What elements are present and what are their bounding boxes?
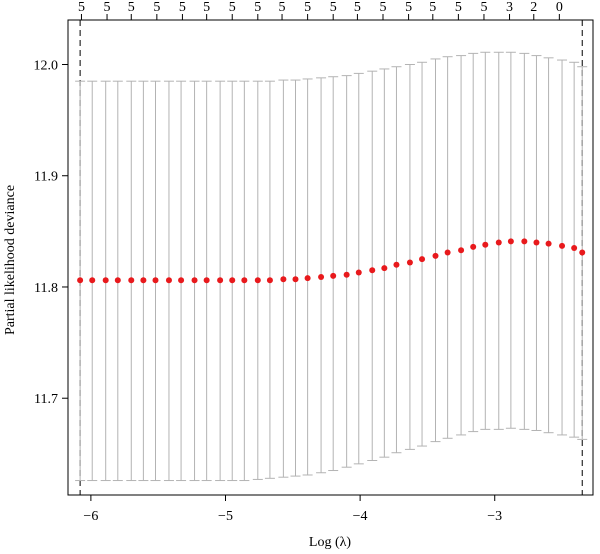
data-point-8 <box>178 277 185 284</box>
top-tick-label-19: 0 <box>556 0 563 15</box>
x-tick-label-3: −3 <box>487 509 502 524</box>
top-tick-label-5: 5 <box>203 0 210 15</box>
data-point-31 <box>470 243 477 250</box>
data-point-30 <box>458 247 465 254</box>
top-tick-label-2: 5 <box>128 0 135 15</box>
top-tick-label-12: 5 <box>380 0 387 15</box>
data-point-20 <box>330 272 337 279</box>
x-tick-label-1: −5 <box>218 509 233 524</box>
x-tick-label-2: −4 <box>353 509 368 524</box>
data-point-2 <box>102 277 109 284</box>
top-tick-label-9: 5 <box>304 0 311 15</box>
data-point-37 <box>545 240 552 247</box>
x-axis-label: Log (λ) <box>309 535 352 550</box>
y-tick-label-3: 12.0 <box>34 58 59 73</box>
data-point-32 <box>482 241 489 248</box>
data-point-12 <box>229 277 236 284</box>
plot-frame <box>67 19 594 496</box>
y-tick-label-0: 11.7 <box>34 392 58 407</box>
y-tick-label-1: 11.8 <box>34 281 58 296</box>
top-tick-label-7: 5 <box>254 0 261 15</box>
data-point-18 <box>304 275 311 282</box>
top-tick-label-6: 5 <box>229 0 236 15</box>
data-point-6 <box>152 277 159 284</box>
data-point-39 <box>571 245 578 252</box>
x-axis: −6 −5 −4 −3 <box>83 495 502 524</box>
data-point-26 <box>406 259 413 266</box>
data-point-28 <box>432 252 439 259</box>
data-point-22 <box>355 269 362 276</box>
data-point-23 <box>369 267 376 274</box>
data-point-11 <box>217 277 224 284</box>
data-point-36 <box>533 239 540 246</box>
data-point-40 <box>579 249 586 256</box>
y-tick-label-2: 11.9 <box>34 170 58 185</box>
top-tick-label-11: 5 <box>354 0 361 15</box>
data-point-0 <box>77 277 84 284</box>
data-point-38 <box>559 242 566 249</box>
top-tick-label-13: 5 <box>405 0 412 15</box>
data-point-14 <box>254 277 261 284</box>
y-axis: 11.7 11.8 11.9 12.0 <box>34 58 68 407</box>
data-point-3 <box>114 277 121 284</box>
data-point-10 <box>203 277 210 284</box>
data-point-16 <box>280 276 287 283</box>
top-tick-label-1: 5 <box>104 0 111 15</box>
data-point-9 <box>191 277 198 284</box>
data-point-34 <box>507 238 514 245</box>
top-axis: 5 5 5 5 5 5 5 5 5 5 5 5 5 5 5 5 5 3 2 0 <box>78 0 563 20</box>
data-point-13 <box>241 277 248 284</box>
data-point-25 <box>393 261 400 268</box>
top-tick-label-10: 5 <box>330 0 337 15</box>
data-point-5 <box>140 277 147 284</box>
top-tick-label-3: 5 <box>153 0 160 15</box>
top-tick-label-4: 5 <box>179 0 186 15</box>
data-point-19 <box>318 273 325 280</box>
top-tick-label-15: 5 <box>455 0 462 15</box>
top-tick-label-16: 5 <box>480 0 487 15</box>
data-point-4 <box>128 277 135 284</box>
data-point-29 <box>444 249 451 256</box>
data-point-17 <box>292 276 299 283</box>
data-point-24 <box>381 265 388 272</box>
data-point-33 <box>495 239 502 246</box>
data-point-7 <box>165 277 172 284</box>
top-tick-label-0: 5 <box>78 0 85 15</box>
points-group <box>77 238 586 284</box>
x-tick-label-0: −6 <box>83 509 98 524</box>
y-axis-label: Partial likelihood deviance <box>3 185 18 335</box>
data-point-35 <box>521 238 528 245</box>
data-point-15 <box>266 277 273 284</box>
data-point-1 <box>89 277 96 284</box>
top-tick-label-14: 5 <box>429 0 436 15</box>
top-tick-label-17: 3 <box>506 0 513 15</box>
data-point-21 <box>343 271 350 278</box>
data-point-27 <box>419 256 426 263</box>
top-tick-label-8: 5 <box>279 0 286 15</box>
errorbars-group <box>75 51 588 482</box>
top-tick-label-18: 2 <box>530 0 537 15</box>
